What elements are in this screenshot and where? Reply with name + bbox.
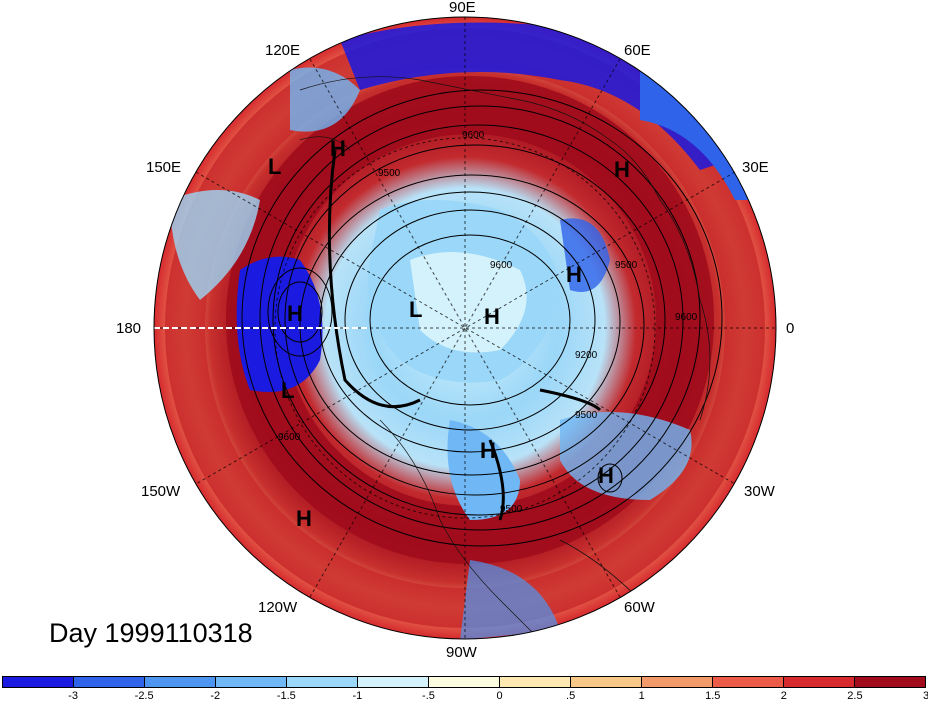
colorbar-tick-label: 1	[638, 690, 645, 702]
colorbar-tick-label: -2	[210, 690, 221, 702]
lon-label-120e: 120E	[265, 42, 301, 59]
colorbar-segment	[145, 677, 216, 687]
lon-label-150e: 150E	[146, 159, 182, 176]
colorbar-tick-label: -2.5	[134, 690, 154, 702]
contour-label: 9600	[278, 432, 301, 443]
lon-label-60w: 60W	[624, 599, 655, 616]
contour-label: 9600	[490, 260, 513, 271]
colorbar-segment	[74, 677, 145, 687]
colorbar-segment	[216, 677, 287, 687]
colorbar-segment	[287, 677, 358, 687]
lon-label-30e: 30E	[742, 159, 769, 176]
contour-label: 9500	[615, 260, 638, 271]
colorbar-tick-label: -.5	[422, 690, 435, 702]
pressure-center-high: H	[484, 304, 500, 329]
colorbar-segment	[855, 677, 925, 687]
lon-label-60e: 60E	[624, 42, 651, 59]
colorbar-tick-label: 1.5	[705, 690, 721, 702]
colorbar-tick-label: -3	[68, 690, 78, 702]
colorbar	[2, 676, 926, 688]
lon-label-90w: 90W	[446, 644, 477, 661]
lon-label-120w: 120W	[258, 599, 298, 616]
colorbar-tick-label: 2	[780, 690, 787, 702]
contour-label: 9600	[462, 130, 485, 141]
pressure-center-high: H	[330, 136, 346, 161]
pressure-center-high: H	[598, 463, 614, 488]
lon-label-0: 0	[786, 320, 795, 337]
colorbar-tick-label: -1.5	[276, 690, 296, 702]
day-label: Day 1999110318	[49, 618, 253, 648]
lon-label-180: 180	[116, 320, 142, 337]
colorbar-segment	[571, 677, 642, 687]
colorbar-tick-label: .5	[566, 690, 576, 702]
colorbar-segment	[358, 677, 429, 687]
colorbar-segment	[500, 677, 571, 687]
colorbar-segment	[429, 677, 500, 687]
contour-label: 9500	[378, 168, 401, 179]
map-border	[153, 16, 777, 640]
pressure-center-high: H	[566, 262, 582, 287]
lon-label-30w: 30W	[744, 483, 775, 500]
colorbar-segment	[784, 677, 855, 687]
colorbar-tick-label: 2.5	[847, 690, 863, 702]
colorbar-segment	[3, 677, 74, 687]
pressure-center-high: H	[296, 506, 312, 531]
colorbar-segment	[642, 677, 713, 687]
pressure-center-low: L	[268, 154, 282, 179]
colorbar-tick-label: 0	[496, 690, 503, 702]
pressure-center-high: H	[614, 157, 630, 182]
contour-label: 9200	[575, 350, 598, 361]
contour-label: 9600	[675, 312, 698, 323]
pressure-center-high: H	[480, 438, 496, 463]
contour-label: 9500	[500, 504, 523, 515]
colorbar-segment	[713, 677, 784, 687]
pressure-center-low: L	[409, 297, 423, 322]
lon-label-90e: 90E	[449, 0, 476, 16]
colorbar-tick-label: -1	[352, 690, 363, 702]
contour-label: 9500	[575, 410, 598, 421]
lon-label-150w: 150W	[141, 483, 181, 500]
pressure-center-high: H	[287, 301, 303, 326]
pressure-center-low: L	[281, 378, 295, 403]
colorbar-tick-label: 3	[922, 690, 928, 702]
